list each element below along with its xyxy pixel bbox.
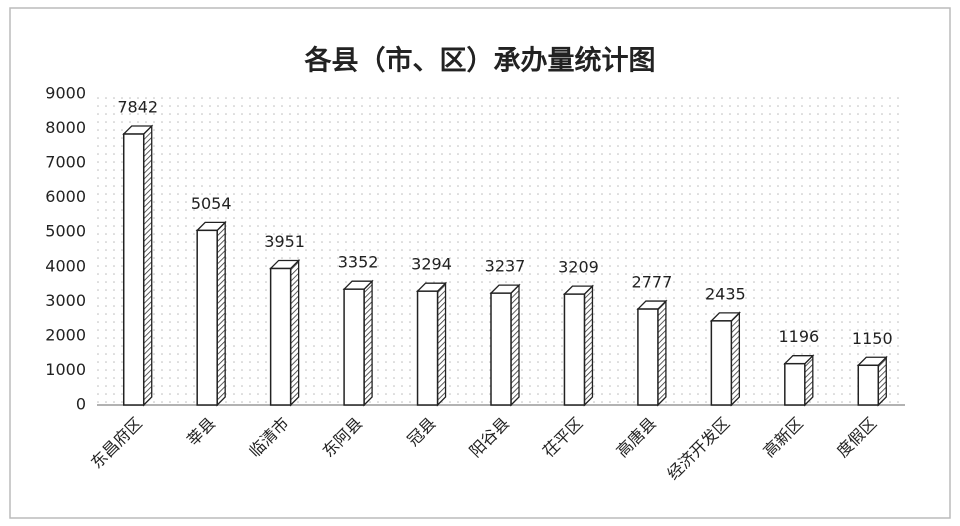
bar — [784, 362, 806, 406]
value-label: 3352 — [338, 253, 379, 272]
y-tick-label: 7000 — [45, 153, 86, 172]
value-label: 1196 — [778, 327, 819, 346]
bar-side — [436, 281, 447, 407]
value-label: 3951 — [264, 232, 305, 251]
bar — [343, 288, 365, 406]
y-tick-label: 2000 — [45, 325, 86, 344]
y-tick-label: 9000 — [45, 84, 86, 103]
bar — [563, 293, 586, 406]
value-label: 3209 — [558, 258, 599, 277]
bar-side — [510, 283, 520, 407]
bar — [196, 229, 218, 406]
bar-side — [216, 220, 226, 407]
bar — [269, 267, 292, 406]
y-tick-label: 1000 — [45, 360, 86, 379]
bar-side — [363, 279, 373, 407]
bar — [637, 308, 659, 406]
y-tick-label: 4000 — [45, 256, 86, 275]
value-label: 7842 — [117, 98, 158, 117]
bar — [710, 320, 733, 406]
bar-side — [730, 311, 741, 407]
bar-side — [143, 124, 153, 407]
y-tick-label: 8000 — [45, 118, 86, 137]
value-label: 1150 — [852, 329, 893, 348]
value-label: 5054 — [191, 194, 232, 213]
chart-title: 各县（市、区）承办量统计图 — [304, 45, 656, 77]
bar — [122, 133, 145, 406]
value-label: 2435 — [705, 284, 746, 303]
value-label: 3294 — [411, 255, 452, 274]
y-tick-label: 3000 — [45, 291, 86, 310]
y-tick-label: 6000 — [45, 187, 86, 206]
bar — [416, 290, 439, 406]
bar — [490, 292, 512, 406]
bar-side — [583, 284, 594, 407]
bar-side — [657, 299, 667, 407]
bar — [857, 364, 880, 406]
y-tick-label: 5000 — [45, 222, 86, 241]
bar-side — [289, 258, 300, 407]
value-label: 2777 — [632, 273, 673, 292]
value-label: 3237 — [485, 257, 526, 276]
y-tick-label: 0 — [76, 395, 86, 414]
